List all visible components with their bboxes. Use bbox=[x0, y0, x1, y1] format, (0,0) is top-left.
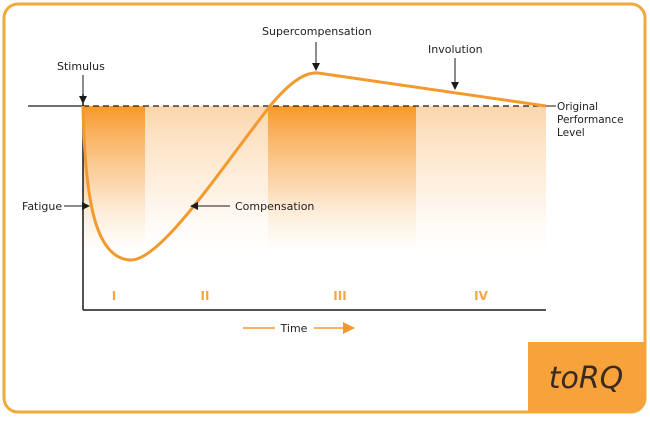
phase-band-3 bbox=[268, 106, 416, 248]
outer-frame bbox=[2, 2, 647, 414]
torq-logo: toRQ bbox=[549, 361, 624, 396]
baseline-label-line1: Original bbox=[557, 101, 598, 113]
performance-curve bbox=[81, 71, 547, 262]
involution-label: Involution bbox=[428, 43, 483, 56]
time-label: Time bbox=[280, 322, 308, 335]
supercompensation-label: Supercompensation bbox=[262, 25, 372, 38]
phase-band-2 bbox=[145, 106, 268, 248]
phase-label-3: III bbox=[333, 289, 346, 303]
phase-label-1: I bbox=[112, 289, 116, 303]
fatigue-label: Fatigue bbox=[22, 200, 62, 213]
phase-label-4: IV bbox=[474, 289, 488, 303]
logo-badge bbox=[528, 342, 645, 412]
baseline-label-line2: Performance bbox=[557, 114, 624, 126]
stimulus-label: Stimulus bbox=[57, 60, 105, 73]
phase-band-1 bbox=[83, 106, 145, 248]
compensation-label: Compensation bbox=[235, 200, 314, 213]
phase-label-2: II bbox=[201, 289, 210, 303]
baseline-label-line3: Level bbox=[557, 127, 585, 139]
phase-band-4 bbox=[416, 106, 546, 248]
